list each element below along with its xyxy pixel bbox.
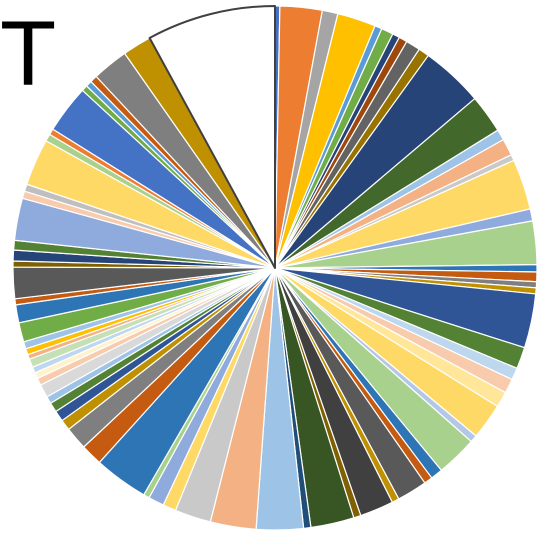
chart-title-fragment: T xyxy=(0,3,57,105)
pie-slice-outline-79 xyxy=(148,5,276,269)
pie-slices xyxy=(12,5,537,531)
